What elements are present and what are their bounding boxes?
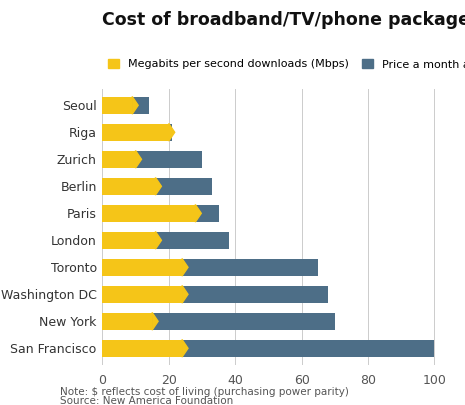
Polygon shape [135,151,141,168]
Bar [102,96,149,114]
Polygon shape [182,258,188,276]
Text: Cost of broadband/TV/phone packages around the world: Cost of broadband/TV/phone packages arou… [102,11,465,28]
Bar [102,124,172,141]
Polygon shape [195,205,201,222]
Polygon shape [152,313,158,330]
Text: Note: $ reflects cost of living (purchasing power parity): Note: $ reflects cost of living (purchas… [60,387,349,397]
Bar [102,177,155,195]
Bar [102,286,328,303]
Polygon shape [182,286,188,303]
Bar [102,232,155,249]
Bar [102,205,219,222]
Bar [102,339,434,357]
Polygon shape [182,339,188,357]
Bar [102,232,228,249]
Polygon shape [155,177,161,195]
Bar [102,286,182,303]
Bar [102,258,182,276]
Bar [102,339,182,357]
Bar [102,258,318,276]
Bar [102,313,152,330]
Text: Source: New America Foundation: Source: New America Foundation [60,396,234,405]
Legend: Megabits per second downloads (Mbps), Price a month available ($): Megabits per second downloads (Mbps), Pr… [108,59,465,69]
Polygon shape [155,232,161,249]
Bar [102,205,195,222]
Bar [102,96,132,114]
Bar [102,177,212,195]
Bar [102,151,202,168]
Bar [102,151,135,168]
Bar [102,313,335,330]
Polygon shape [169,124,175,141]
Polygon shape [132,96,138,114]
Bar [102,124,169,141]
